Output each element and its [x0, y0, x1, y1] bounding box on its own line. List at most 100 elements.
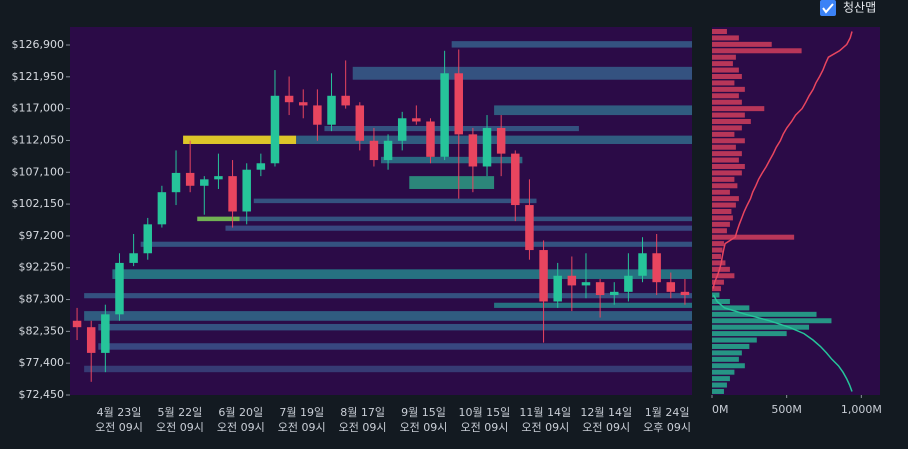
candle-body [185, 172, 195, 186]
x-tick-time: 오전 09시 [217, 421, 265, 434]
liq-bar [712, 35, 739, 41]
liq-bar [712, 48, 802, 54]
liq-x-tick-label: 500M [771, 403, 802, 416]
heat-band [197, 216, 240, 222]
candle-body [525, 205, 534, 251]
check-icon [822, 3, 834, 14]
heat-band [409, 176, 495, 189]
liq-bar [712, 86, 745, 92]
liq-bar [712, 99, 742, 105]
candle-body [228, 176, 237, 212]
x-tick-date: 8월 17일 [340, 405, 385, 419]
candle-body [299, 102, 308, 106]
candle-body [256, 163, 266, 170]
liq-bar [712, 260, 726, 266]
heat-band [239, 216, 693, 222]
liq-bar [712, 61, 733, 67]
candle-body [157, 192, 167, 225]
toggle-checkbox[interactable] [820, 0, 836, 16]
y-tick-label: $117,000 [12, 102, 65, 115]
liq-bar [712, 311, 817, 317]
liq-bar [712, 215, 733, 221]
x-tick-date: 4월 23일 [97, 405, 142, 419]
candle-body [426, 121, 435, 157]
liq-bar [712, 266, 730, 272]
x-tick-date: 5월 22일 [158, 405, 203, 419]
candle-body [143, 224, 152, 254]
heat-band [296, 135, 692, 144]
candle-body [383, 140, 393, 161]
liq-bar [712, 305, 750, 311]
x-tick-time: 오전 09시 [400, 421, 448, 434]
liq-bar [712, 331, 787, 337]
heat-band [494, 105, 692, 116]
heat-band [183, 135, 297, 144]
candle-body [86, 327, 96, 353]
candle-body [652, 253, 661, 283]
x-tick-date: 12월 14일 [580, 405, 632, 419]
liq-bar [712, 273, 735, 279]
liq-bar [712, 54, 736, 60]
toggle-label[interactable]: 청산맵 [843, 1, 876, 15]
liq-bar [712, 93, 739, 99]
liq-bar [712, 131, 735, 137]
liq-bar [712, 292, 720, 298]
heat-band [381, 156, 523, 164]
liq-bar [712, 376, 730, 382]
candle-body [242, 169, 251, 212]
liq-bar [712, 369, 735, 375]
liq-bar [712, 388, 724, 394]
candle-body [101, 314, 110, 353]
liq-bar [712, 279, 724, 285]
candle-body [355, 105, 365, 141]
x-tick-date: 1월 24일 [645, 405, 690, 419]
liq-bar [712, 170, 742, 176]
liq-x-tick-label: 0M [712, 403, 729, 416]
x-tick-time: 오전 09시 [582, 421, 630, 434]
cumulative-curve [712, 294, 853, 392]
y-tick-label: $87,300 [19, 293, 65, 306]
liq-bar [712, 163, 745, 169]
x-tick-date: 10월 15일 [459, 405, 511, 419]
liq-bar [712, 247, 723, 253]
heat-band [112, 269, 693, 279]
candle-body [412, 118, 421, 122]
x-tick-time: 오전 09시 [460, 421, 508, 434]
candle-body [214, 176, 223, 180]
candle-body [397, 118, 407, 141]
y-tick-label: $107,100 [12, 165, 65, 178]
candle-body [115, 262, 124, 315]
liq-bar [712, 125, 742, 131]
liq-bar [712, 363, 745, 369]
candle-body [595, 282, 605, 296]
liq-bar [712, 253, 721, 259]
y-tick-label: $72,450 [19, 388, 65, 401]
x-tick-date: 11월 14일 [519, 405, 571, 419]
candle-body [270, 95, 280, 164]
liq-bar [712, 337, 757, 343]
heat-band [225, 225, 692, 231]
x-tick-time: 오전 09시 [95, 421, 143, 434]
liq-bar [712, 324, 810, 330]
heat-band [98, 323, 693, 331]
liq-bar [712, 196, 739, 202]
heat-band [98, 343, 693, 350]
candle-body [638, 253, 647, 276]
candle-body [468, 134, 478, 167]
liq-bar [712, 118, 751, 124]
candle-body [482, 127, 492, 167]
liq-bar [712, 234, 795, 240]
liq-bar [712, 350, 742, 356]
candle-body [327, 95, 336, 125]
liq-bar [712, 228, 727, 234]
candle-body [284, 95, 294, 103]
liq-bar [712, 202, 736, 208]
liq-bar [712, 106, 765, 112]
candle-body [496, 127, 506, 154]
liq-bar [712, 208, 732, 214]
candle-body [171, 172, 181, 193]
candle-body [666, 282, 676, 292]
liq-bar [712, 112, 745, 118]
